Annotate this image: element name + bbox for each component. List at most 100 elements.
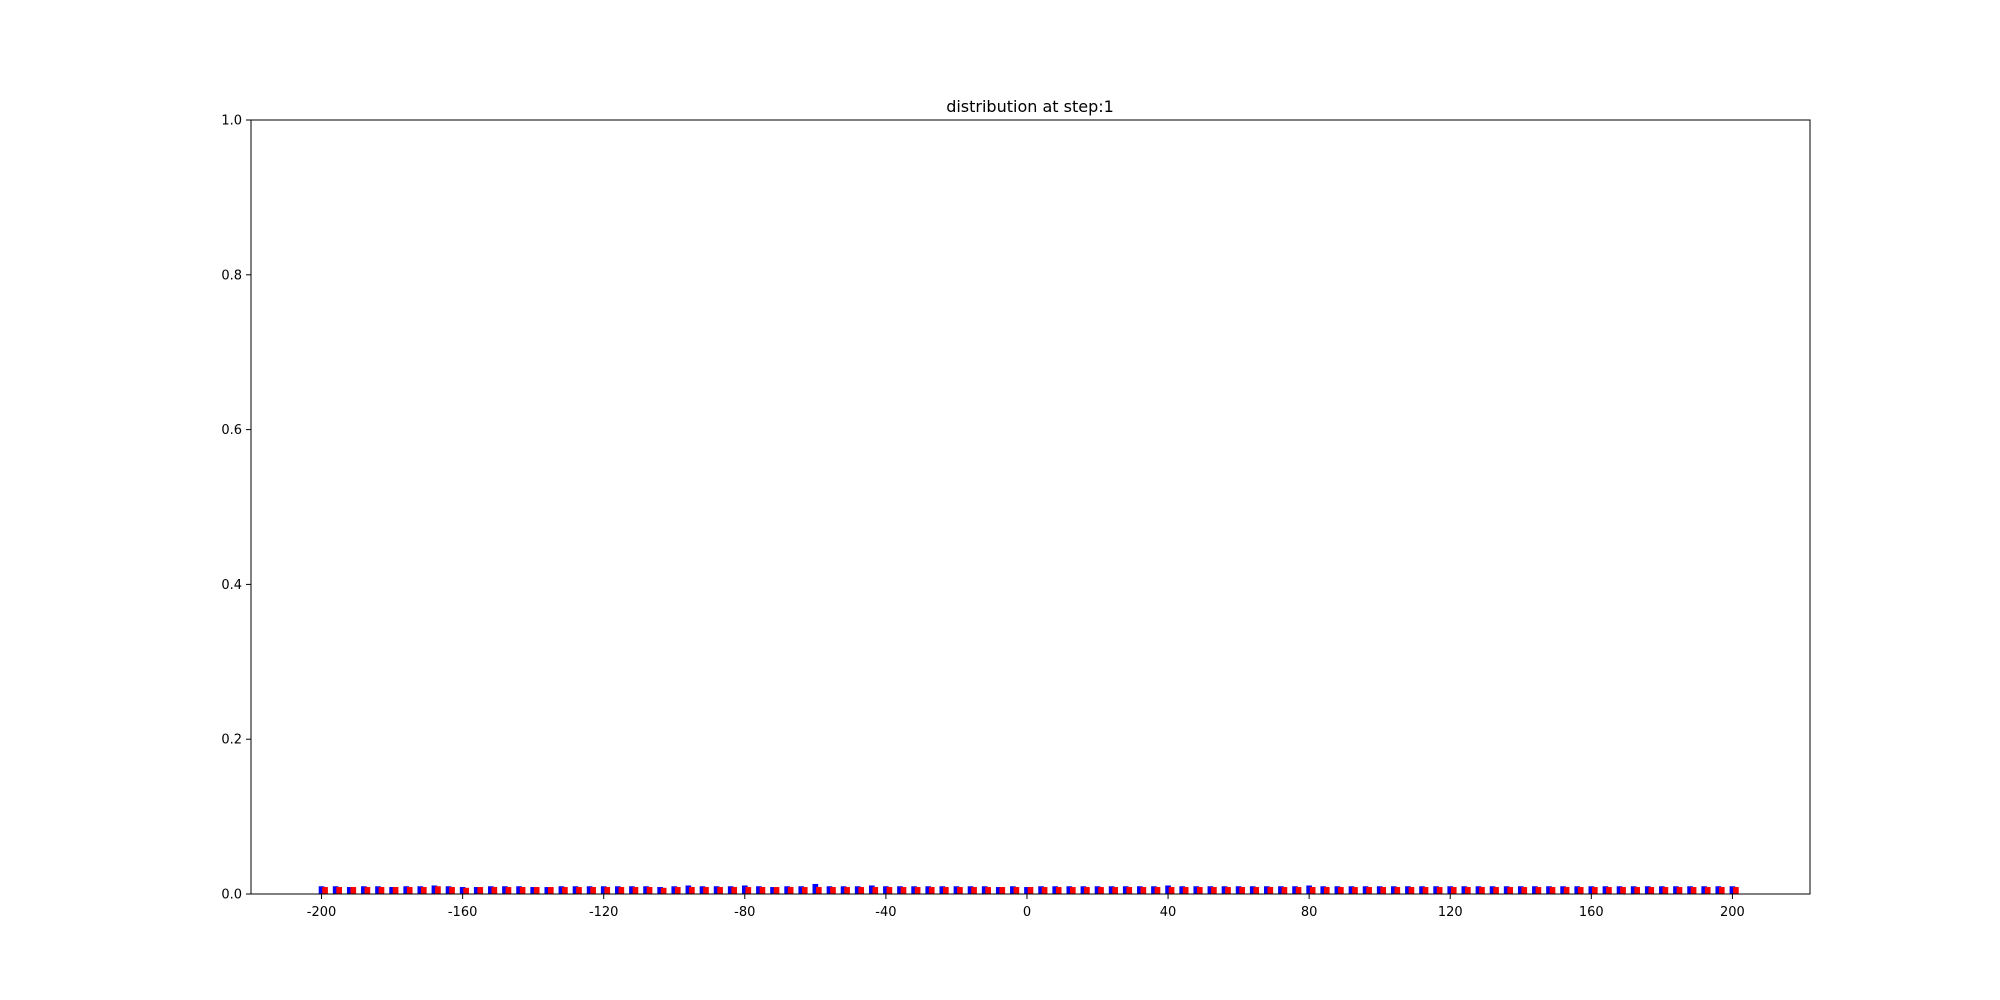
bar (981, 886, 988, 894)
bar (1729, 886, 1736, 894)
bar (1422, 887, 1429, 894)
bar (346, 887, 353, 894)
bar (999, 887, 1006, 894)
bar (1535, 887, 1542, 894)
bar (431, 885, 438, 894)
bar (547, 887, 554, 894)
bar (727, 886, 734, 894)
bar (703, 887, 709, 894)
bar (1715, 886, 1722, 894)
bar (1094, 886, 1101, 894)
bar (883, 886, 889, 894)
y-tick-label: 0.2 (221, 733, 242, 748)
bar (477, 887, 484, 894)
bar (1630, 886, 1637, 894)
bar (1659, 886, 1665, 894)
bar (689, 887, 695, 894)
x-tick-label: 200 (1720, 905, 1745, 920)
bar (519, 887, 526, 894)
bar (830, 887, 836, 894)
bar (671, 886, 678, 894)
bar (911, 886, 917, 894)
x-tick-label: -80 (734, 905, 755, 920)
bar (773, 887, 780, 894)
bar (435, 886, 441, 894)
x-tick-label: -120 (589, 905, 619, 920)
bar (770, 887, 776, 894)
bar (1574, 886, 1581, 894)
bar (798, 886, 805, 894)
bar (1648, 887, 1655, 894)
bar (1461, 886, 1468, 894)
bar (375, 886, 381, 894)
bar (350, 887, 357, 894)
plot-frame (250, 119, 1811, 895)
bar (1521, 887, 1528, 894)
x-tick-label: -40 (875, 905, 896, 920)
bar (1193, 886, 1200, 894)
bar (840, 886, 847, 894)
bar (449, 887, 455, 894)
bar (1323, 887, 1330, 894)
bar (1207, 886, 1214, 894)
chart-title: distribution at step:1 (946, 97, 1114, 116)
bar (925, 886, 932, 894)
bar (1179, 886, 1185, 894)
bar (417, 886, 424, 894)
y-tick-label: 1.0 (221, 114, 242, 129)
bar (1376, 886, 1383, 894)
bar (618, 887, 625, 894)
bar (1221, 886, 1228, 894)
x-tick-label: 40 (1160, 905, 1177, 920)
bar (332, 886, 339, 894)
bar (844, 887, 850, 894)
bar (1733, 887, 1739, 894)
bar (1489, 886, 1496, 894)
bar (1475, 886, 1482, 894)
y-tick-label: 0.8 (221, 268, 242, 283)
bar (1112, 887, 1118, 894)
bar (1676, 887, 1683, 894)
bar (562, 887, 568, 894)
bar (1450, 887, 1457, 894)
bar (1380, 887, 1387, 894)
bar (1027, 887, 1034, 894)
bar (533, 887, 540, 894)
bar (1010, 886, 1016, 894)
bar (957, 887, 963, 894)
bar (1108, 886, 1115, 894)
bar (858, 887, 865, 894)
bar (318, 886, 325, 894)
y-tick-label: 0.0 (221, 888, 242, 903)
bar (1465, 887, 1471, 894)
bar (604, 887, 611, 894)
bar (1620, 887, 1626, 894)
bar (1140, 887, 1147, 894)
bar (928, 887, 935, 894)
bar (900, 887, 907, 894)
bar (1182, 887, 1189, 894)
bar (1338, 887, 1344, 894)
bar (1503, 886, 1510, 894)
bar (491, 887, 498, 894)
bar (1334, 886, 1341, 894)
bar (336, 887, 342, 894)
bar (1433, 886, 1439, 894)
bar (530, 887, 536, 894)
x-tick-label: 160 (1579, 905, 1604, 920)
bar (1602, 886, 1609, 894)
bar (756, 886, 762, 894)
bar (1560, 886, 1566, 894)
bar (1235, 886, 1242, 894)
bar (1165, 885, 1171, 894)
bar (897, 886, 903, 894)
bar (713, 886, 720, 894)
bar (1295, 887, 1302, 894)
bar (1408, 887, 1415, 894)
bar (322, 887, 328, 894)
bar (1662, 887, 1669, 894)
x-tick-label: -200 (307, 905, 337, 920)
bar (1024, 887, 1030, 894)
bar (854, 886, 861, 894)
bar (1479, 887, 1485, 894)
